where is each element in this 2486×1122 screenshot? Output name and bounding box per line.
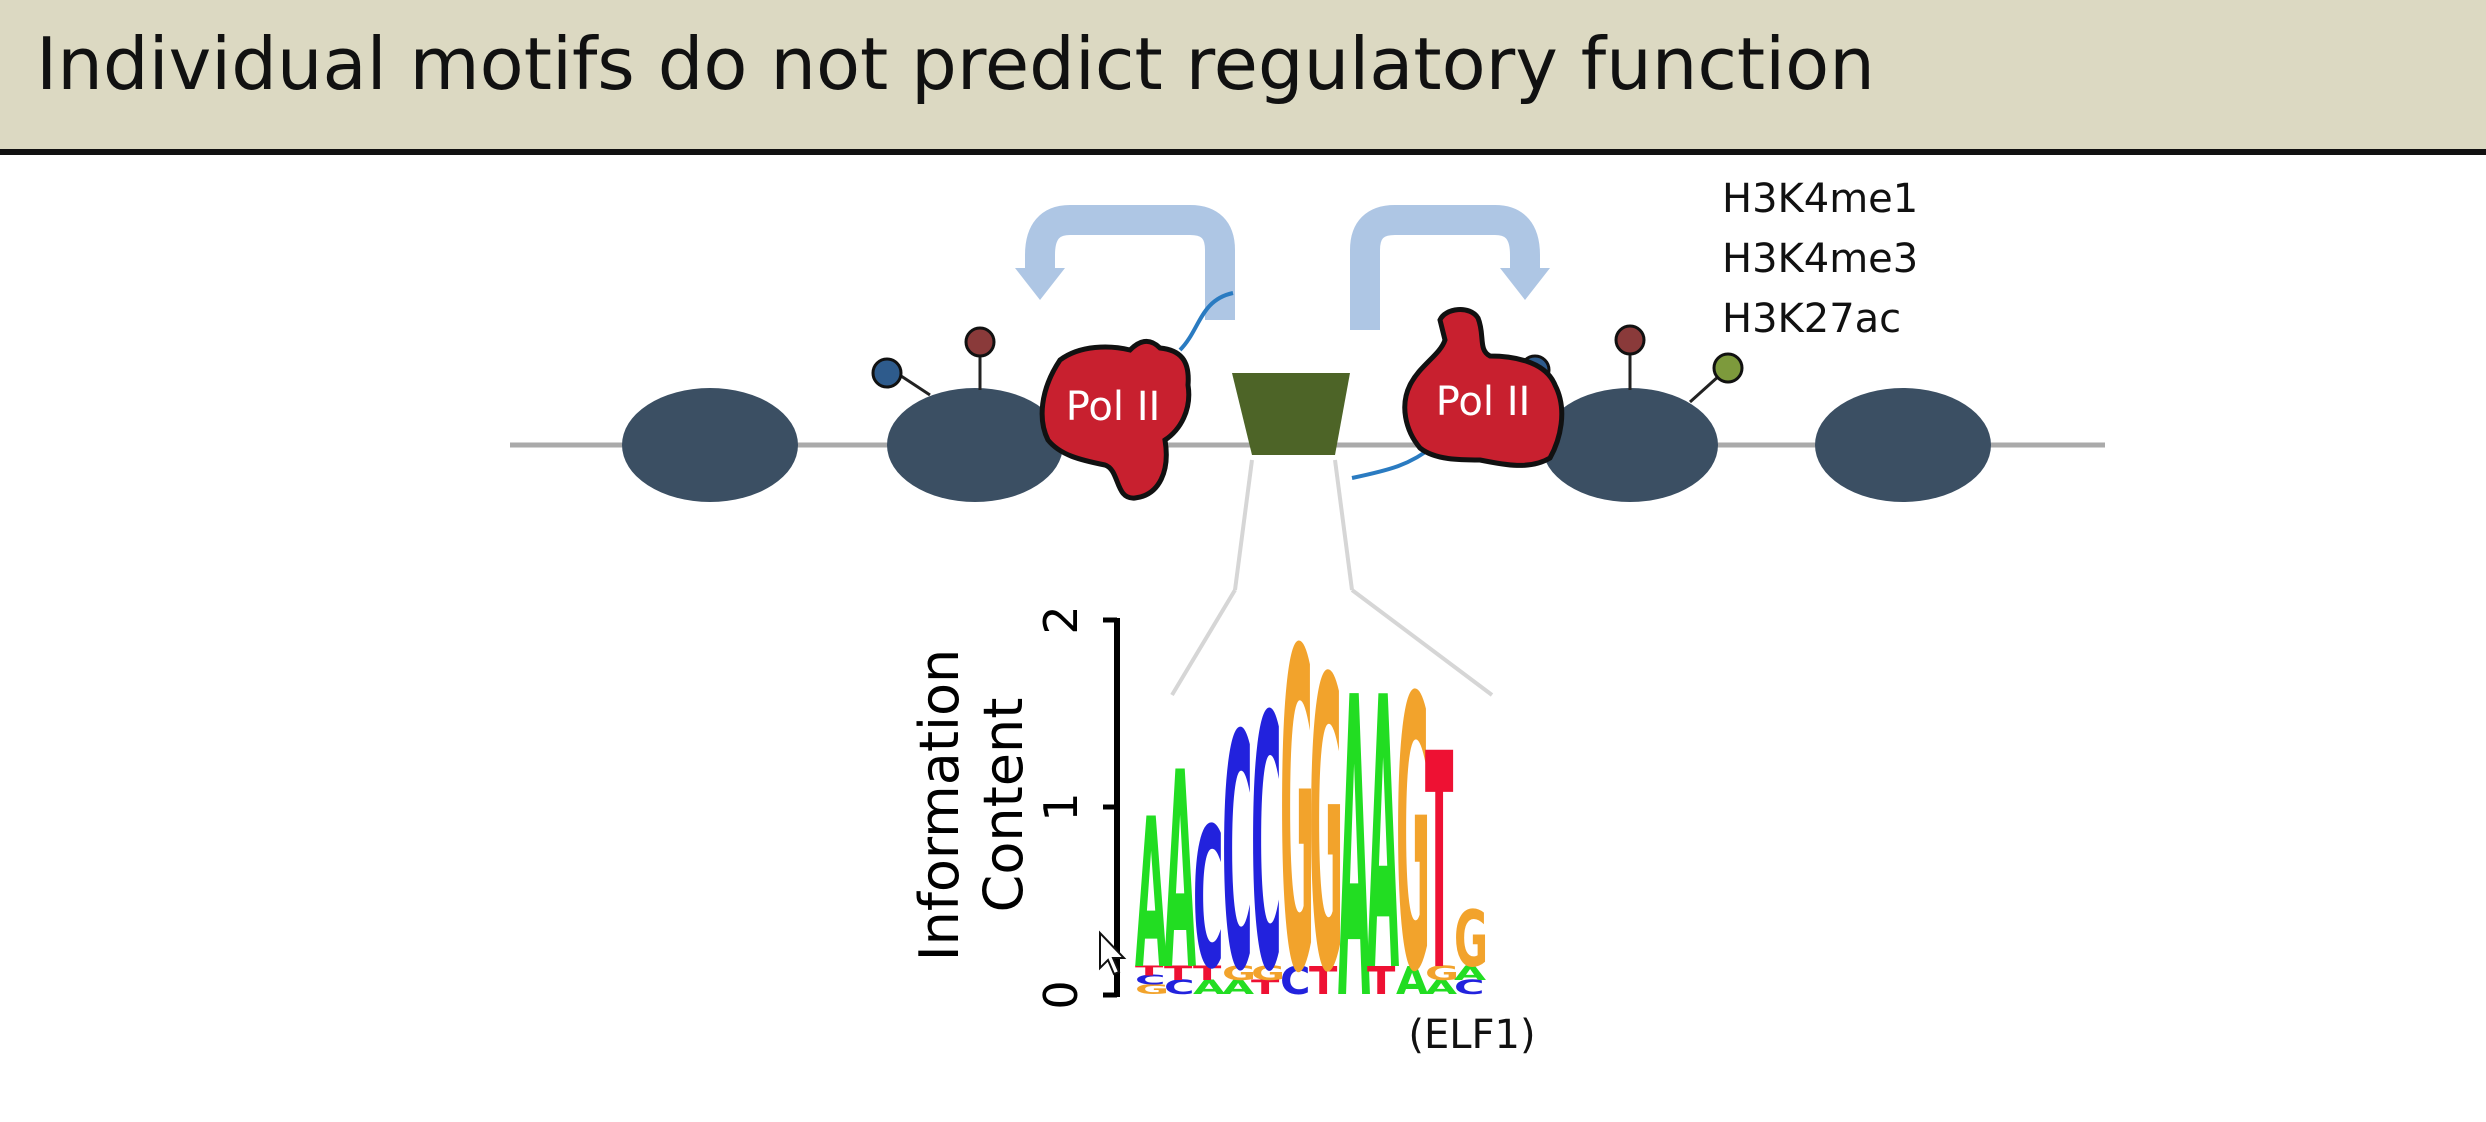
logo-minor-letter: C — [1135, 973, 1165, 988]
right-transcription-arrow-icon — [1350, 205, 1540, 330]
rna-strand-left-icon — [1178, 291, 1234, 352]
histone-marks-left — [871, 326, 996, 397]
logo-minor-letter: G — [1135, 982, 1169, 997]
logo-main-letter: A — [1367, 619, 1399, 1055]
pol2-left-shape — [1039, 339, 1192, 501]
logo-tick-label-2: 2 — [1034, 605, 1088, 634]
logo-minor-letter: T — [1367, 959, 1396, 1003]
title-bar: Individual motifs do not predict regulat… — [0, 0, 2486, 150]
mark-blue-icon — [871, 357, 903, 389]
logo-tick-label-1: 1 — [1034, 792, 1088, 821]
title-divider — [0, 149, 2486, 155]
pol2-left: Pol II — [1039, 339, 1192, 501]
mark-label-h3k4me3: H3K4me3 — [1722, 236, 1918, 282]
logo-main-letter: A — [1338, 613, 1370, 1093]
zoom-line-left — [1233, 459, 1254, 591]
logo-minor-letter: A — [1396, 959, 1428, 1003]
nucleosome-2 — [887, 388, 1063, 502]
logo-minor-letter: A — [1454, 962, 1486, 985]
mark-label-h3k27ac: H3K27ac — [1722, 296, 1901, 342]
logo-minor-letter: G — [1222, 962, 1256, 985]
motif-name-label: (ELF1) — [1408, 1012, 1535, 1058]
logo-minor-letter: C — [1454, 976, 1484, 999]
left-transcription-arrow-icon — [1025, 205, 1235, 320]
nucleosome-3 — [1542, 388, 1718, 502]
motif-logo: 0 1 2 Information Content GCTACTAATCAGCT… — [908, 561, 1536, 1093]
mark-red-icon — [1614, 324, 1646, 356]
logo-main-letter: T — [1425, 690, 1453, 1036]
logo-minor-letter: C — [1280, 959, 1310, 1003]
histone-mark-labels: H3K4me1 H3K4me3 H3K27ac — [1722, 176, 1918, 342]
logo-minor-letter: A — [1222, 976, 1254, 999]
pol2-left-label: Pol II — [1066, 384, 1161, 430]
nucleosome-4 — [1815, 388, 1991, 502]
mouse-cursor-icon — [1099, 930, 1127, 976]
logo-main-letter: G — [1454, 894, 1488, 985]
logo-main-letter: C — [1222, 669, 1252, 1044]
zoom-line-right — [1333, 459, 1354, 591]
logo-minor-letter: G — [1425, 962, 1459, 985]
logo-y-label-line1: Information — [908, 649, 971, 962]
left-arrow-head-icon — [1015, 268, 1065, 300]
logo-minor-letter: T — [1135, 964, 1163, 979]
logo-minor-letter: T — [1251, 976, 1279, 999]
zoom-line-right-2 — [1350, 588, 1494, 697]
slide-title: Individual motifs do not predict regulat… — [36, 22, 1875, 106]
logo-main-letter: A — [1135, 776, 1167, 1016]
logo-minor-letter: T — [1164, 962, 1192, 985]
logo-main-letter: C — [1193, 788, 1223, 1013]
logo-main-letter: C — [1251, 644, 1281, 1048]
logo-minor-letter: A — [1193, 976, 1225, 999]
logo-main-letter: G — [1396, 619, 1430, 1055]
pol2-right-label: Pol II — [1436, 379, 1531, 425]
transcription-factor — [1232, 373, 1350, 455]
logo-minor-letter: T — [1309, 959, 1338, 1003]
logo-minor-letter: C — [1164, 976, 1194, 999]
mark-red-icon — [964, 326, 996, 358]
logo-main-letter: G — [1280, 561, 1314, 1071]
pol2-right: Pol II — [1402, 307, 1565, 468]
mark-label-h3k4me1: H3K4me1 — [1722, 176, 1918, 222]
logo-main-letter: A — [1164, 714, 1196, 1030]
logo-y-label-line2: Content — [972, 698, 1035, 913]
zoom-line-left-2 — [1170, 588, 1237, 697]
logo-minor-letter: G — [1251, 962, 1285, 985]
right-arrow-head-icon — [1500, 268, 1550, 300]
logo-minor-letter: T — [1193, 962, 1221, 985]
nucleosome-1 — [622, 388, 798, 502]
pol2-right-shape — [1402, 307, 1565, 468]
logo-tick-label-0: 0 — [1034, 980, 1088, 1009]
logo-minor-letter: A — [1425, 976, 1457, 999]
mark-green-icon — [1712, 352, 1744, 384]
logo-main-letter: G — [1309, 596, 1343, 1062]
